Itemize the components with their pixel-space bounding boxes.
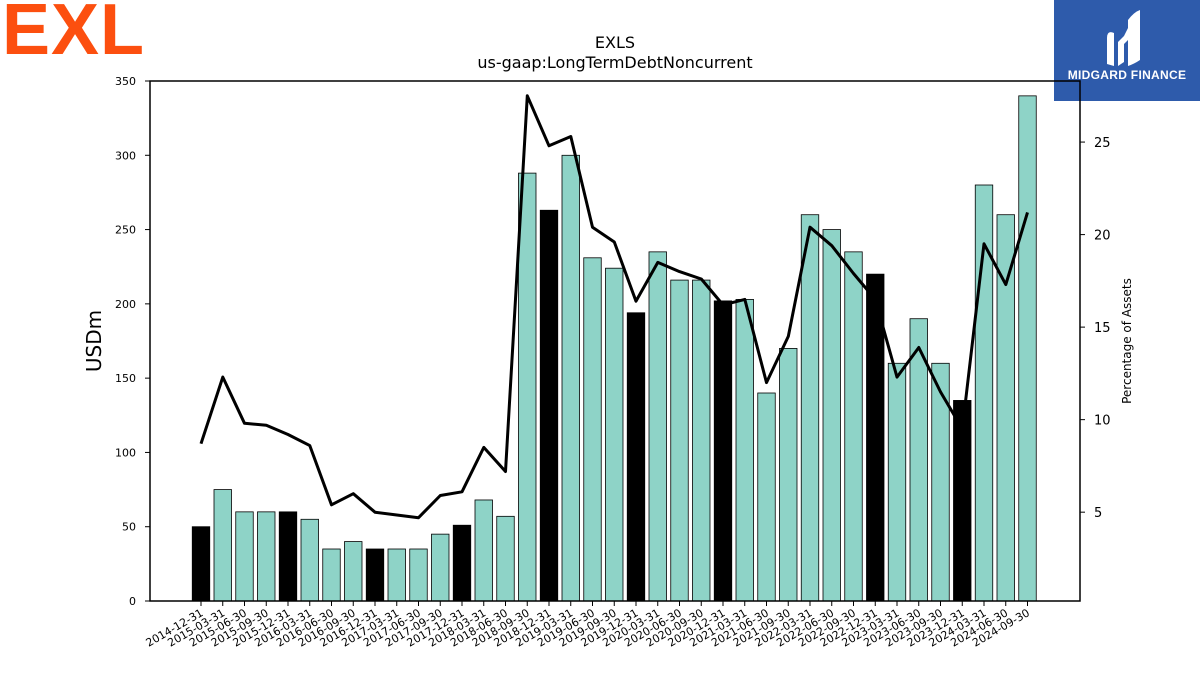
bar-2014-12-31 xyxy=(191,526,211,602)
midgard-emblem-icon xyxy=(1107,10,1140,66)
bar-2019-12-31 xyxy=(626,312,646,602)
y-tick-label: 100 xyxy=(115,446,136,459)
bar-2018-12-31 xyxy=(539,209,559,602)
bar-2015-09-30 xyxy=(257,511,276,602)
bar-2022-06-30 xyxy=(822,229,841,602)
x-axis: 2014-12-312015-03-312015-06-302015-09-30… xyxy=(144,601,1032,650)
chart-title: EXLS xyxy=(595,33,635,52)
bar-2023-03-31 xyxy=(887,362,907,602)
bar-2021-06-30 xyxy=(757,392,776,602)
bar-2019-03-31 xyxy=(561,154,580,602)
y2-tick-label: 20 xyxy=(1094,229,1111,244)
y2-axis-label: Percentage of Assets xyxy=(1120,278,1134,404)
y-axis-right: 5 10 15 20 25 xyxy=(1080,136,1111,521)
bar-2018-09-30 xyxy=(518,172,537,602)
bar-2021-09-30 xyxy=(779,348,798,602)
bar-2017-12-31 xyxy=(452,524,472,602)
bar-2020-09-30 xyxy=(692,279,711,602)
bar-2018-06-30 xyxy=(496,515,515,602)
y-tick-label: 50 xyxy=(122,521,136,534)
y-axis-label: USDm xyxy=(82,310,106,372)
plot-frame xyxy=(149,80,1081,602)
bar-2023-09-30 xyxy=(931,362,950,602)
percentage-of-assets-line xyxy=(199,94,1029,520)
bar-2016-03-31 xyxy=(300,518,319,602)
bar-2015-06-30 xyxy=(235,511,254,602)
bar-2020-06-30 xyxy=(670,279,689,602)
bar-2022-09-30 xyxy=(844,251,863,602)
bar-2015-12-31 xyxy=(278,511,298,602)
y-axis-left: 0 50 100 150 200 250 300 350 xyxy=(115,75,150,608)
bar-2019-09-30 xyxy=(605,267,624,602)
exl-logo: EXL xyxy=(2,0,146,70)
y-tick-label: 150 xyxy=(115,372,136,385)
y-tick-label: 0 xyxy=(129,595,136,608)
bar-2023-12-31 xyxy=(953,400,972,602)
bar-2020-12-31 xyxy=(713,300,733,602)
bar-2017-03-31 xyxy=(387,548,406,602)
y2-tick-label: 5 xyxy=(1094,506,1102,521)
bar-2018-03-31 xyxy=(474,499,493,602)
bar-2020-03-31 xyxy=(648,251,667,602)
y2-tick-label: 15 xyxy=(1094,321,1111,336)
y-tick-label: 300 xyxy=(115,149,136,162)
bar-series xyxy=(191,95,1037,602)
bar-2022-03-31 xyxy=(800,214,820,602)
line-series xyxy=(199,94,1029,520)
midgard-finance-text: MIDGARD FINANCE xyxy=(1067,68,1187,82)
bar-2017-06-30 xyxy=(409,548,428,602)
midgard-finance-logo: MIDGARD FINANCE xyxy=(1054,0,1200,101)
bar-2019-06-30 xyxy=(583,257,602,602)
y-tick-label: 200 xyxy=(115,298,136,311)
bar-2016-12-31 xyxy=(365,548,385,602)
chart-subtitle: us-gaap:LongTermDebtNoncurrent xyxy=(477,53,752,72)
bar-2021-03-31 xyxy=(735,298,754,602)
y2-tick-label: 10 xyxy=(1094,414,1111,429)
y2-tick-label: 25 xyxy=(1094,136,1111,151)
bar-2017-09-30 xyxy=(431,533,450,602)
bar-2015-03-31 xyxy=(213,489,232,602)
bar-2016-09-30 xyxy=(344,541,363,602)
y-tick-label: 250 xyxy=(115,224,136,237)
y-tick-label: 350 xyxy=(115,75,136,88)
bar-2024-09-30 xyxy=(1018,95,1037,602)
bar-2016-06-30 xyxy=(322,548,341,602)
